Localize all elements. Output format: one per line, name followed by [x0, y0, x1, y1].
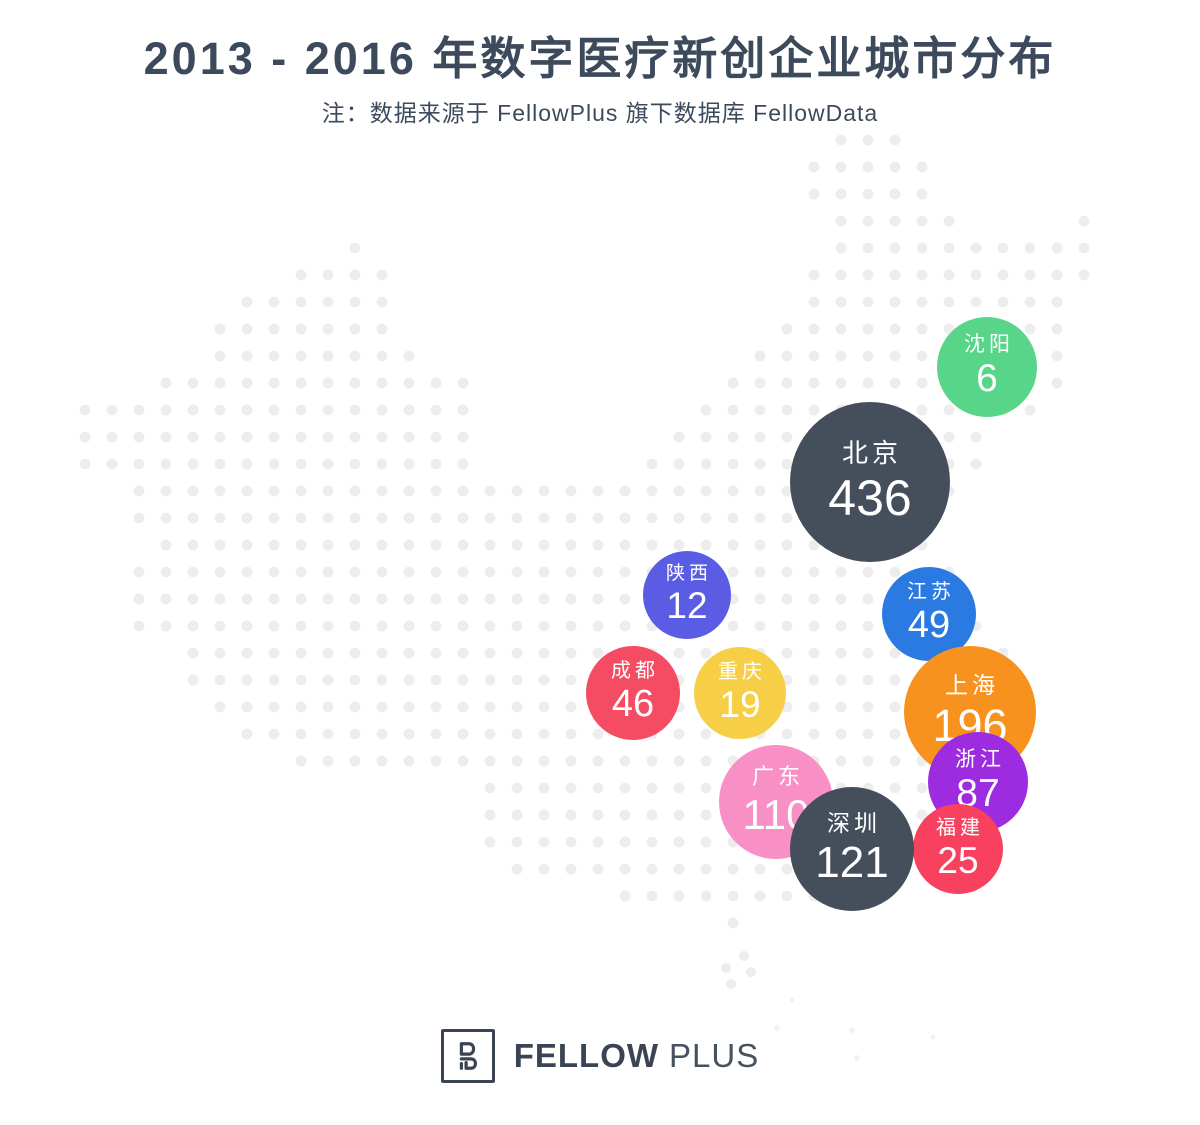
bubble-city-label: 深圳 — [827, 809, 881, 836]
wordmark-plus: PLUS — [669, 1037, 760, 1074]
bubble-beijing: 北京 436 — [790, 402, 950, 562]
bubble-chengdu: 成都 46 — [586, 646, 680, 740]
bubble-chongqing: 重庆 19 — [694, 647, 786, 739]
bubble-value: 25 — [937, 839, 979, 881]
bubble-city-label: 陕西 — [665, 563, 712, 585]
bubble-value: 49 — [907, 604, 951, 647]
bubble-shenzhen: 深圳 121 — [790, 787, 914, 911]
wordmark-fellow: FELLOW — [513, 1037, 660, 1074]
fellowplus-logo: FELLOW PLUS — [0, 1029, 1200, 1083]
bubble-city-label: 江苏 — [907, 581, 955, 604]
bubble-value: 6 — [976, 357, 998, 401]
data-source-note: 注：数据来源于 FellowPlus 旗下数据库 FellowData — [321, 100, 879, 126]
fellowplus-logo-icon — [440, 1029, 495, 1083]
bubble-city-label: 沈阳 — [964, 333, 1014, 357]
bubble-value: 46 — [611, 683, 655, 726]
bubble-value: 12 — [666, 585, 708, 627]
bubble-city-label: 浙江 — [955, 748, 1005, 772]
bubble-shenyang: 沈阳 6 — [937, 317, 1037, 417]
bubble-city-label: 广东 — [751, 764, 804, 790]
bubble-city-label: 上海 — [945, 672, 999, 699]
page-title: 2013 - 2016 年数字医疗新创企业城市分布 — [143, 33, 1057, 84]
bubble-value: 121 — [815, 837, 889, 887]
fellowplus-wordmark: FELLOW PLUS — [514, 1037, 760, 1075]
bubble-value: 436 — [828, 469, 912, 526]
bubble-shaanxi: 陕西 12 — [643, 551, 731, 639]
bubble-city-label: 福建 — [936, 816, 984, 839]
bubble-jiangsu: 江苏 49 — [882, 567, 976, 661]
fellowplus-glyph-icon — [459, 1042, 477, 1070]
bubble-city-label: 成都 — [611, 660, 659, 683]
bubble-value: 19 — [719, 683, 761, 725]
bubble-fujian: 福建 25 — [913, 804, 1003, 894]
bubble-city-label: 重庆 — [718, 660, 766, 683]
bubble-city-label: 北京 — [841, 437, 902, 468]
